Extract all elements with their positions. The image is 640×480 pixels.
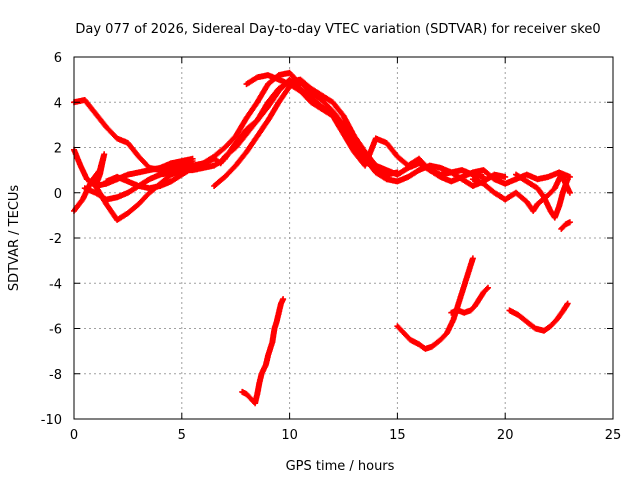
grid-lines: [74, 57, 613, 419]
series-track-j: [558, 219, 573, 232]
y-tick-label: 2: [54, 142, 62, 157]
x-tick-label: 25: [605, 428, 622, 443]
series-markers: [506, 300, 571, 334]
chart-title: Day 077 of 2026, Sidereal Day-to-day VTE…: [75, 22, 600, 37]
series-markers: [448, 284, 491, 316]
y-tick-label: 6: [54, 51, 62, 66]
series-markers: [239, 296, 287, 407]
y-tick-label: -8: [49, 368, 62, 383]
series-markers: [243, 72, 573, 187]
y-tick-label: 0: [54, 187, 62, 202]
axis-ticks: 0 5 10 15 20 25 -10 -8 -6 -4 -2 0 2 4 6: [41, 51, 622, 443]
y-tick-label: 4: [54, 96, 62, 111]
series-track-k: [239, 296, 287, 407]
x-tick-label: 0: [70, 428, 78, 443]
series-markers: [558, 219, 573, 232]
series-track-h: [469, 171, 573, 214]
series-track-g: [243, 72, 573, 187]
y-tick-label: -10: [41, 413, 62, 428]
series-track-l: [394, 255, 476, 352]
x-tick-label: 20: [497, 428, 514, 443]
x-tick-label: 10: [281, 428, 298, 443]
series-track-i: [513, 171, 571, 221]
y-tick-label: -2: [49, 232, 62, 247]
y-tick-label: -4: [49, 277, 62, 292]
series-markers: [394, 255, 476, 352]
series-markers: [469, 171, 573, 214]
x-tick-label: 15: [389, 428, 406, 443]
data-points: [71, 69, 573, 407]
series-track-m: [448, 284, 491, 316]
y-axis-label: SDTVAR / TECUs: [7, 185, 22, 292]
y-tick-label: -6: [49, 323, 62, 338]
x-axis-label: GPS time / hours: [286, 459, 395, 474]
x-tick-label: 5: [178, 428, 186, 443]
series-track-n: [506, 300, 571, 334]
series-markers: [513, 171, 571, 221]
